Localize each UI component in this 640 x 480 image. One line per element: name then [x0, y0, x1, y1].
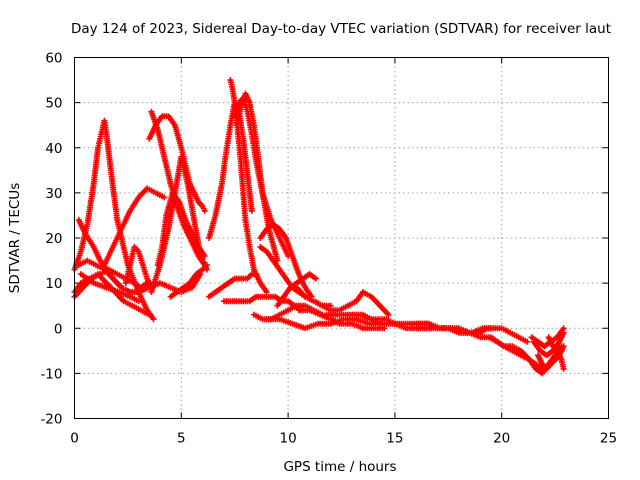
- grid-layer: [74, 57, 609, 419]
- series-track-h: [101, 185, 168, 269]
- series-track-e: [75, 257, 133, 296]
- series-track-p: [227, 77, 270, 296]
- data-point: [312, 275, 319, 282]
- y-tick-label: -10: [40, 366, 62, 382]
- series-track-ad: [413, 320, 531, 345]
- series-track-o: [206, 99, 255, 241]
- x-tick-label: 0: [70, 431, 79, 447]
- series-track-aa: [295, 307, 388, 332]
- series-track-w: [274, 271, 319, 309]
- x-tick-label: 5: [177, 431, 186, 447]
- data-point: [150, 316, 157, 323]
- data-point: [560, 343, 567, 350]
- series-track-g: [77, 271, 142, 305]
- y-tick-label: 60: [45, 51, 62, 67]
- y-tick-label: 50: [45, 96, 62, 112]
- series-track-f: [122, 244, 155, 291]
- y-tick-label: -20: [40, 412, 62, 428]
- data-point: [524, 338, 531, 345]
- data-point: [560, 325, 567, 332]
- x-tick-label: 15: [386, 431, 403, 447]
- chart-title: Day 124 of 2023, Sidereal Day-to-day VTE…: [71, 21, 611, 37]
- plot-frame: [74, 57, 609, 419]
- x-tick-label: 10: [280, 431, 297, 447]
- series-track-l: [148, 153, 210, 296]
- series-track-n: [206, 271, 260, 300]
- data-point: [201, 207, 208, 214]
- data-point: [146, 311, 153, 318]
- data-point: [560, 365, 567, 372]
- data-point: [385, 311, 392, 318]
- data-point: [203, 262, 210, 269]
- series-track-aj: [528, 325, 567, 350]
- x-axis-label: GPS time / hours: [283, 459, 396, 475]
- y-tick-label: 40: [45, 141, 62, 157]
- series-track-s: [221, 293, 304, 314]
- series-track-m: [167, 262, 210, 300]
- y-tick-label: 0: [54, 321, 63, 337]
- series-track-t: [257, 221, 315, 300]
- y-tick-label: 30: [45, 186, 62, 202]
- x-tick-label: 20: [493, 431, 510, 447]
- tick-layer: 0 5 10 15 20 25 -20 -10 0 10 20 30 40 50 60: [40, 51, 617, 447]
- series-track-y: [293, 284, 392, 318]
- series-track-d: [71, 266, 151, 300]
- series-track-r: [233, 90, 281, 264]
- data-point: [161, 194, 168, 201]
- y-tick-label: 10: [45, 276, 62, 292]
- series-layer: [71, 77, 567, 377]
- y-tick-label: 20: [45, 231, 62, 247]
- data-point: [135, 298, 142, 305]
- y-axis-label: SDTVAR / TECUs: [7, 183, 23, 293]
- data-point: [248, 207, 255, 214]
- x-tick-label: 25: [600, 431, 617, 447]
